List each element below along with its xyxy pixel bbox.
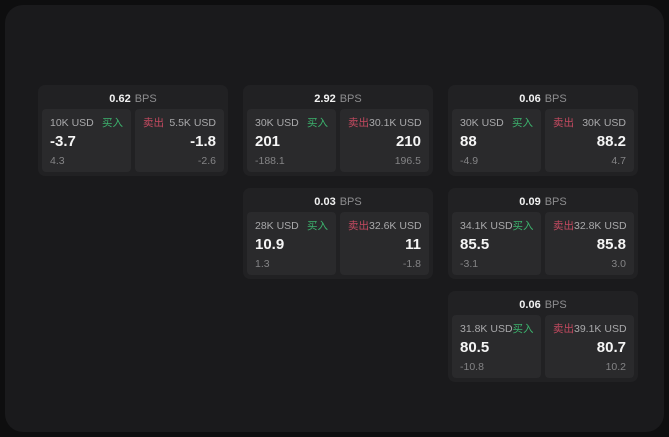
sell-volume: 32.8K USD — [574, 219, 627, 232]
buy-label: 买入 — [307, 117, 328, 129]
buy-change: -3.1 — [460, 258, 479, 270]
sell-volume: 5.5K USD — [169, 116, 216, 129]
sell-panel[interactable]: 卖出 30K USD 88.2 4.7 — [545, 109, 634, 172]
sell-change: 196.5 — [394, 155, 421, 167]
quote-card-6: 0.06 BPS 31.8K USD 买入 80.5 -10.8 卖出 39.1… — [448, 291, 638, 382]
buy-volume: 31.8K USD — [460, 322, 513, 335]
sell-price: 210 — [395, 133, 421, 151]
sell-price: 88.2 — [596, 133, 626, 151]
app-window: 0.62 BPS 10K USD 买入 -3.7 4.3 卖出 5.5K USD — [5, 5, 664, 432]
buy-label: 买入 — [512, 220, 534, 232]
quote-card-2: 2.92 BPS 30K USD 买入 201 -188.1 卖出 30.1K … — [243, 85, 433, 176]
buy-label: 买入 — [102, 117, 123, 129]
buy-volume: 34.1K USD — [460, 219, 513, 232]
sell-change: -2.6 — [197, 155, 216, 167]
buy-price: 10.9 — [255, 236, 285, 254]
buy-change: -10.8 — [460, 361, 484, 373]
sell-change: -1.8 — [402, 258, 421, 270]
buy-volume: 30K USD — [460, 116, 504, 129]
bps-header: 0.62 BPS — [42, 89, 224, 109]
sell-label: 卖出 — [143, 117, 164, 129]
sell-price: 11 — [405, 236, 421, 254]
buy-volume: 10K USD — [50, 116, 94, 129]
sell-price: 80.7 — [596, 339, 626, 357]
bps-unit-label: BPS — [544, 93, 567, 105]
sell-panel[interactable]: 卖出 30.1K USD 210 196.5 — [340, 109, 429, 172]
bps-header: 0.06 BPS — [452, 89, 634, 109]
sell-panel[interactable]: 卖出 5.5K USD -1.8 -2.6 — [135, 109, 224, 172]
sell-change: 10.2 — [605, 361, 626, 373]
quote-card-5: 0.09 BPS 34.1K USD 买入 85.5 -3.1 卖出 32.8K… — [448, 188, 638, 279]
sell-volume: 30K USD — [582, 116, 626, 129]
quote-card-1: 0.62 BPS 10K USD 买入 -3.7 4.3 卖出 5.5K USD — [38, 85, 228, 176]
sell-volume: 39.1K USD — [574, 322, 627, 335]
sell-change: 4.7 — [611, 155, 626, 167]
bps-header: 0.09 BPS — [452, 192, 634, 212]
sell-panel[interactable]: 卖出 32.6K USD 11 -1.8 — [340, 212, 429, 275]
buy-price: 88 — [460, 133, 477, 151]
sell-change: 3.0 — [611, 258, 626, 270]
bps-value: 0.03 — [314, 196, 336, 208]
sell-volume: 32.6K USD — [369, 219, 422, 232]
buy-price: 85.5 — [460, 236, 490, 254]
buy-panel[interactable]: 10K USD 买入 -3.7 4.3 — [42, 109, 131, 172]
bps-unit-label: BPS — [544, 299, 567, 311]
buy-volume: 28K USD — [255, 219, 299, 232]
bps-value: 0.62 — [109, 93, 131, 105]
sell-panel[interactable]: 卖出 39.1K USD 80.7 10.2 — [545, 315, 634, 378]
bps-value: 0.09 — [519, 196, 541, 208]
bps-unit-label: BPS — [544, 196, 567, 208]
sell-price: 85.8 — [596, 236, 626, 254]
quote-card-3: 0.06 BPS 30K USD 买入 88 -4.9 卖出 30K USD — [448, 85, 638, 176]
bps-value: 2.92 — [314, 93, 336, 105]
buy-label: 买入 — [307, 220, 328, 232]
buy-panel[interactable]: 30K USD 买入 201 -188.1 — [247, 109, 336, 172]
buy-change: -4.9 — [460, 155, 479, 167]
buy-price: 80.5 — [460, 339, 490, 357]
sell-volume: 30.1K USD — [369, 116, 422, 129]
buy-volume: 30K USD — [255, 116, 299, 129]
bps-unit-label: BPS — [339, 93, 362, 105]
buy-panel[interactable]: 34.1K USD 买入 85.5 -3.1 — [452, 212, 541, 275]
bps-value: 0.06 — [519, 299, 541, 311]
buy-change: 1.3 — [255, 258, 270, 270]
bps-unit-label: BPS — [339, 196, 362, 208]
quote-card-4: 0.03 BPS 28K USD 买入 10.9 1.3 卖出 32.6K US… — [243, 188, 433, 279]
buy-change: -188.1 — [255, 155, 285, 167]
buy-panel[interactable]: 31.8K USD 买入 80.5 -10.8 — [452, 315, 541, 378]
sell-price: -1.8 — [190, 133, 216, 151]
bps-unit-label: BPS — [134, 93, 157, 105]
bps-header: 2.92 BPS — [247, 89, 429, 109]
quote-panels: 30K USD 买入 201 -188.1 卖出 30.1K USD 210 1… — [247, 109, 429, 172]
quote-panels: 28K USD 买入 10.9 1.3 卖出 32.6K USD 11 -1.8 — [247, 212, 429, 275]
buy-label: 买入 — [512, 323, 534, 335]
quote-panels: 31.8K USD 买入 80.5 -10.8 卖出 39.1K USD 80.… — [452, 315, 634, 378]
buy-price: 201 — [255, 133, 281, 151]
buy-label: 买入 — [512, 117, 533, 129]
buy-change: 4.3 — [50, 155, 65, 167]
sell-label: 卖出 — [348, 117, 369, 129]
sell-label: 卖出 — [553, 117, 574, 129]
buy-panel[interactable]: 28K USD 买入 10.9 1.3 — [247, 212, 336, 275]
bps-header: 0.03 BPS — [247, 192, 429, 212]
sell-label: 卖出 — [348, 220, 369, 232]
sell-label: 卖出 — [553, 323, 574, 335]
buy-panel[interactable]: 30K USD 买入 88 -4.9 — [452, 109, 541, 172]
sell-label: 卖出 — [553, 220, 574, 232]
bps-value: 0.06 — [519, 93, 541, 105]
quote-grid: 0.62 BPS 10K USD 买入 -3.7 4.3 卖出 5.5K USD — [38, 85, 638, 382]
quote-panels: 10K USD 买入 -3.7 4.3 卖出 5.5K USD -1.8 -2.… — [42, 109, 224, 172]
sell-panel[interactable]: 卖出 32.8K USD 85.8 3.0 — [545, 212, 634, 275]
quote-panels: 30K USD 买入 88 -4.9 卖出 30K USD 88.2 4.7 — [452, 109, 634, 172]
bps-header: 0.06 BPS — [452, 295, 634, 315]
quote-panels: 34.1K USD 买入 85.5 -3.1 卖出 32.8K USD 85.8… — [452, 212, 634, 275]
buy-price: -3.7 — [50, 133, 76, 151]
